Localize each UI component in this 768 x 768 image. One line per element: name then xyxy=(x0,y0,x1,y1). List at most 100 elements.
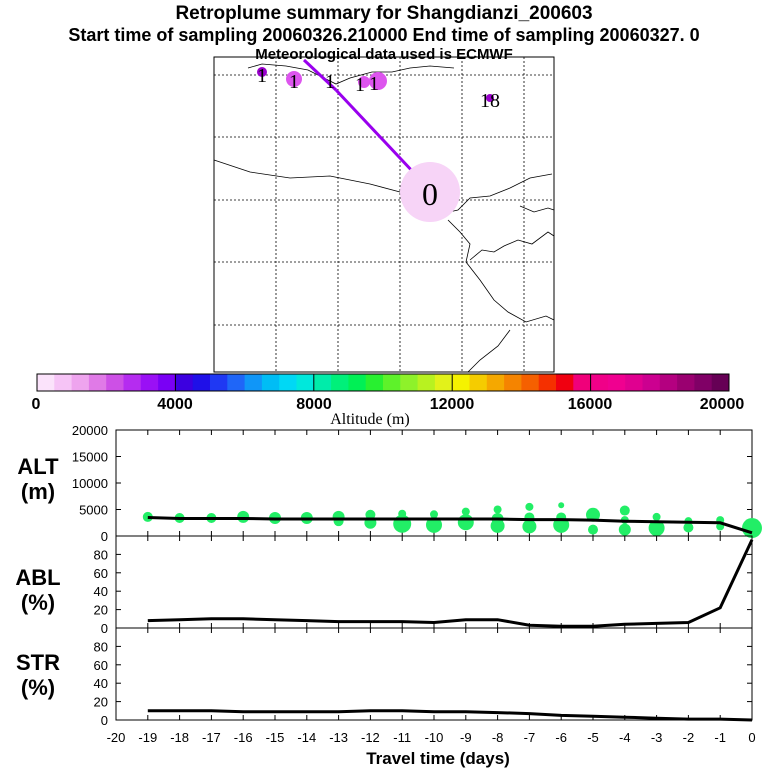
alt-dot xyxy=(652,512,661,521)
day-label: 1 xyxy=(369,73,379,95)
colorbar-swatch xyxy=(659,374,678,391)
str-ytick-label: 0 xyxy=(101,713,108,728)
str-ytick-label: 20 xyxy=(94,695,108,710)
colorbar-tick-label: 0 xyxy=(32,396,41,413)
colorbar-swatch xyxy=(296,374,315,391)
colorbar-swatch xyxy=(556,374,574,391)
abl-ytick-label: 0 xyxy=(101,621,108,636)
colorbar-swatch xyxy=(140,374,159,391)
met-data-source: Meteorological data used is ECMWF xyxy=(255,46,513,63)
day-label: 1 xyxy=(257,65,267,87)
abl-ytick-label: 20 xyxy=(94,603,108,618)
colorbar-swatch xyxy=(88,374,107,391)
alt-dot xyxy=(237,510,250,523)
colorbar-swatch xyxy=(244,374,263,391)
colorbar-swatch xyxy=(469,374,488,391)
day-label: 1 xyxy=(289,71,299,93)
xtick-label: -5 xyxy=(587,730,599,745)
day-label: 1 xyxy=(325,71,335,93)
xtick-label: -1 xyxy=(714,730,726,745)
trajectory-segment xyxy=(302,58,338,92)
xtick-label: -11 xyxy=(393,730,411,745)
abl-ytick-label: 40 xyxy=(94,584,108,599)
colorbar-swatch xyxy=(365,374,384,391)
colorbar-tick-label: 12000 xyxy=(430,396,475,413)
colorbar-tick-label: 20000 xyxy=(700,396,745,413)
sampling-times: Start time of sampling 20060326.210000 E… xyxy=(68,25,700,45)
xtick-label: -6 xyxy=(555,730,567,745)
alt-dot xyxy=(683,522,694,533)
colorbar-swatch xyxy=(521,374,540,391)
alt-ytick-label: 5000 xyxy=(79,503,108,518)
colorbar-tick-label: 8000 xyxy=(296,396,332,413)
colorbar-swatch xyxy=(192,374,211,391)
alt-ytick-label: 20000 xyxy=(72,423,108,438)
xtick-label: -17 xyxy=(202,730,221,745)
xtick-label: -19 xyxy=(138,730,157,745)
x-axis-label: Travel time (days) xyxy=(366,749,510,768)
day-marker xyxy=(486,94,494,102)
alt-unit: (m) xyxy=(21,479,55,504)
xtick-label: -3 xyxy=(651,730,663,745)
abl-unit: (%) xyxy=(21,590,55,615)
alt-ytick-label: 0 xyxy=(101,529,108,544)
xtick-label: -13 xyxy=(329,730,348,745)
colorbar-swatch xyxy=(400,374,419,391)
colorbar-swatch xyxy=(210,374,228,391)
alt-dot xyxy=(558,502,565,509)
colorbar-swatch xyxy=(538,374,557,391)
str-ytick-label: 80 xyxy=(94,639,108,654)
colorbar-swatch xyxy=(54,374,73,391)
alt-dot xyxy=(522,519,537,534)
abl-label: ABL xyxy=(15,565,60,590)
day-marker xyxy=(358,76,370,88)
xtick-label: -8 xyxy=(492,730,504,745)
colorbar-swatch xyxy=(642,374,661,391)
trajectory-map: 1 1 1 1 1 18 0 xyxy=(213,56,555,373)
abl-line xyxy=(147,539,754,628)
colorbar-swatch xyxy=(711,374,730,391)
xtick-label: -12 xyxy=(361,730,380,745)
colorbar-swatch xyxy=(417,374,436,391)
day-marker xyxy=(286,71,302,87)
colorbar-swatch xyxy=(175,374,194,391)
map-frame xyxy=(213,56,555,373)
colorbar-swatch xyxy=(123,374,142,391)
colorbar-swatch xyxy=(677,374,695,391)
chart-title: Retroplume summary for Shangdianzi_20060… xyxy=(175,3,593,24)
day-label: 1 xyxy=(355,74,365,96)
xtick-label: -9 xyxy=(460,730,472,745)
colorbar-swatch xyxy=(158,374,176,391)
alt-dot xyxy=(525,502,534,511)
colorbar-swatch xyxy=(383,374,401,391)
colorbar-swatch xyxy=(279,374,297,391)
alt-dot xyxy=(426,516,442,533)
alt-dot xyxy=(461,507,470,516)
str-unit: (%) xyxy=(21,675,55,700)
colorbar-swatch xyxy=(331,374,349,391)
alt-dot xyxy=(742,518,762,539)
str-label: STR xyxy=(16,650,60,675)
colorbar-swatch xyxy=(590,374,609,391)
alt-ytick-label: 10000 xyxy=(72,476,108,491)
colorbar-swatch xyxy=(452,374,470,391)
xtick-label: -7 xyxy=(524,730,536,745)
xtick-label: -15 xyxy=(266,730,285,745)
day-marker xyxy=(369,72,387,90)
alt-dot xyxy=(142,511,153,522)
colorbar-label: Altitude (m) xyxy=(330,411,410,428)
colorbar-tick-label: 4000 xyxy=(157,396,193,413)
alt-line xyxy=(147,516,753,535)
colorbar-frame xyxy=(36,373,730,392)
alt-panel: ALT(m) 0 5000 10000 15000 20000 xyxy=(17,423,762,544)
alt-dot xyxy=(648,520,665,537)
str-line xyxy=(147,709,753,722)
xtick-label: 0 xyxy=(748,730,755,745)
str-ytick-label: 60 xyxy=(94,658,108,673)
colorbar-swatch xyxy=(486,374,505,391)
xtick-label: -18 xyxy=(170,730,189,745)
xtick-label: -14 xyxy=(297,730,316,745)
colorbar-swatch xyxy=(625,374,643,391)
coastlines xyxy=(213,63,555,373)
